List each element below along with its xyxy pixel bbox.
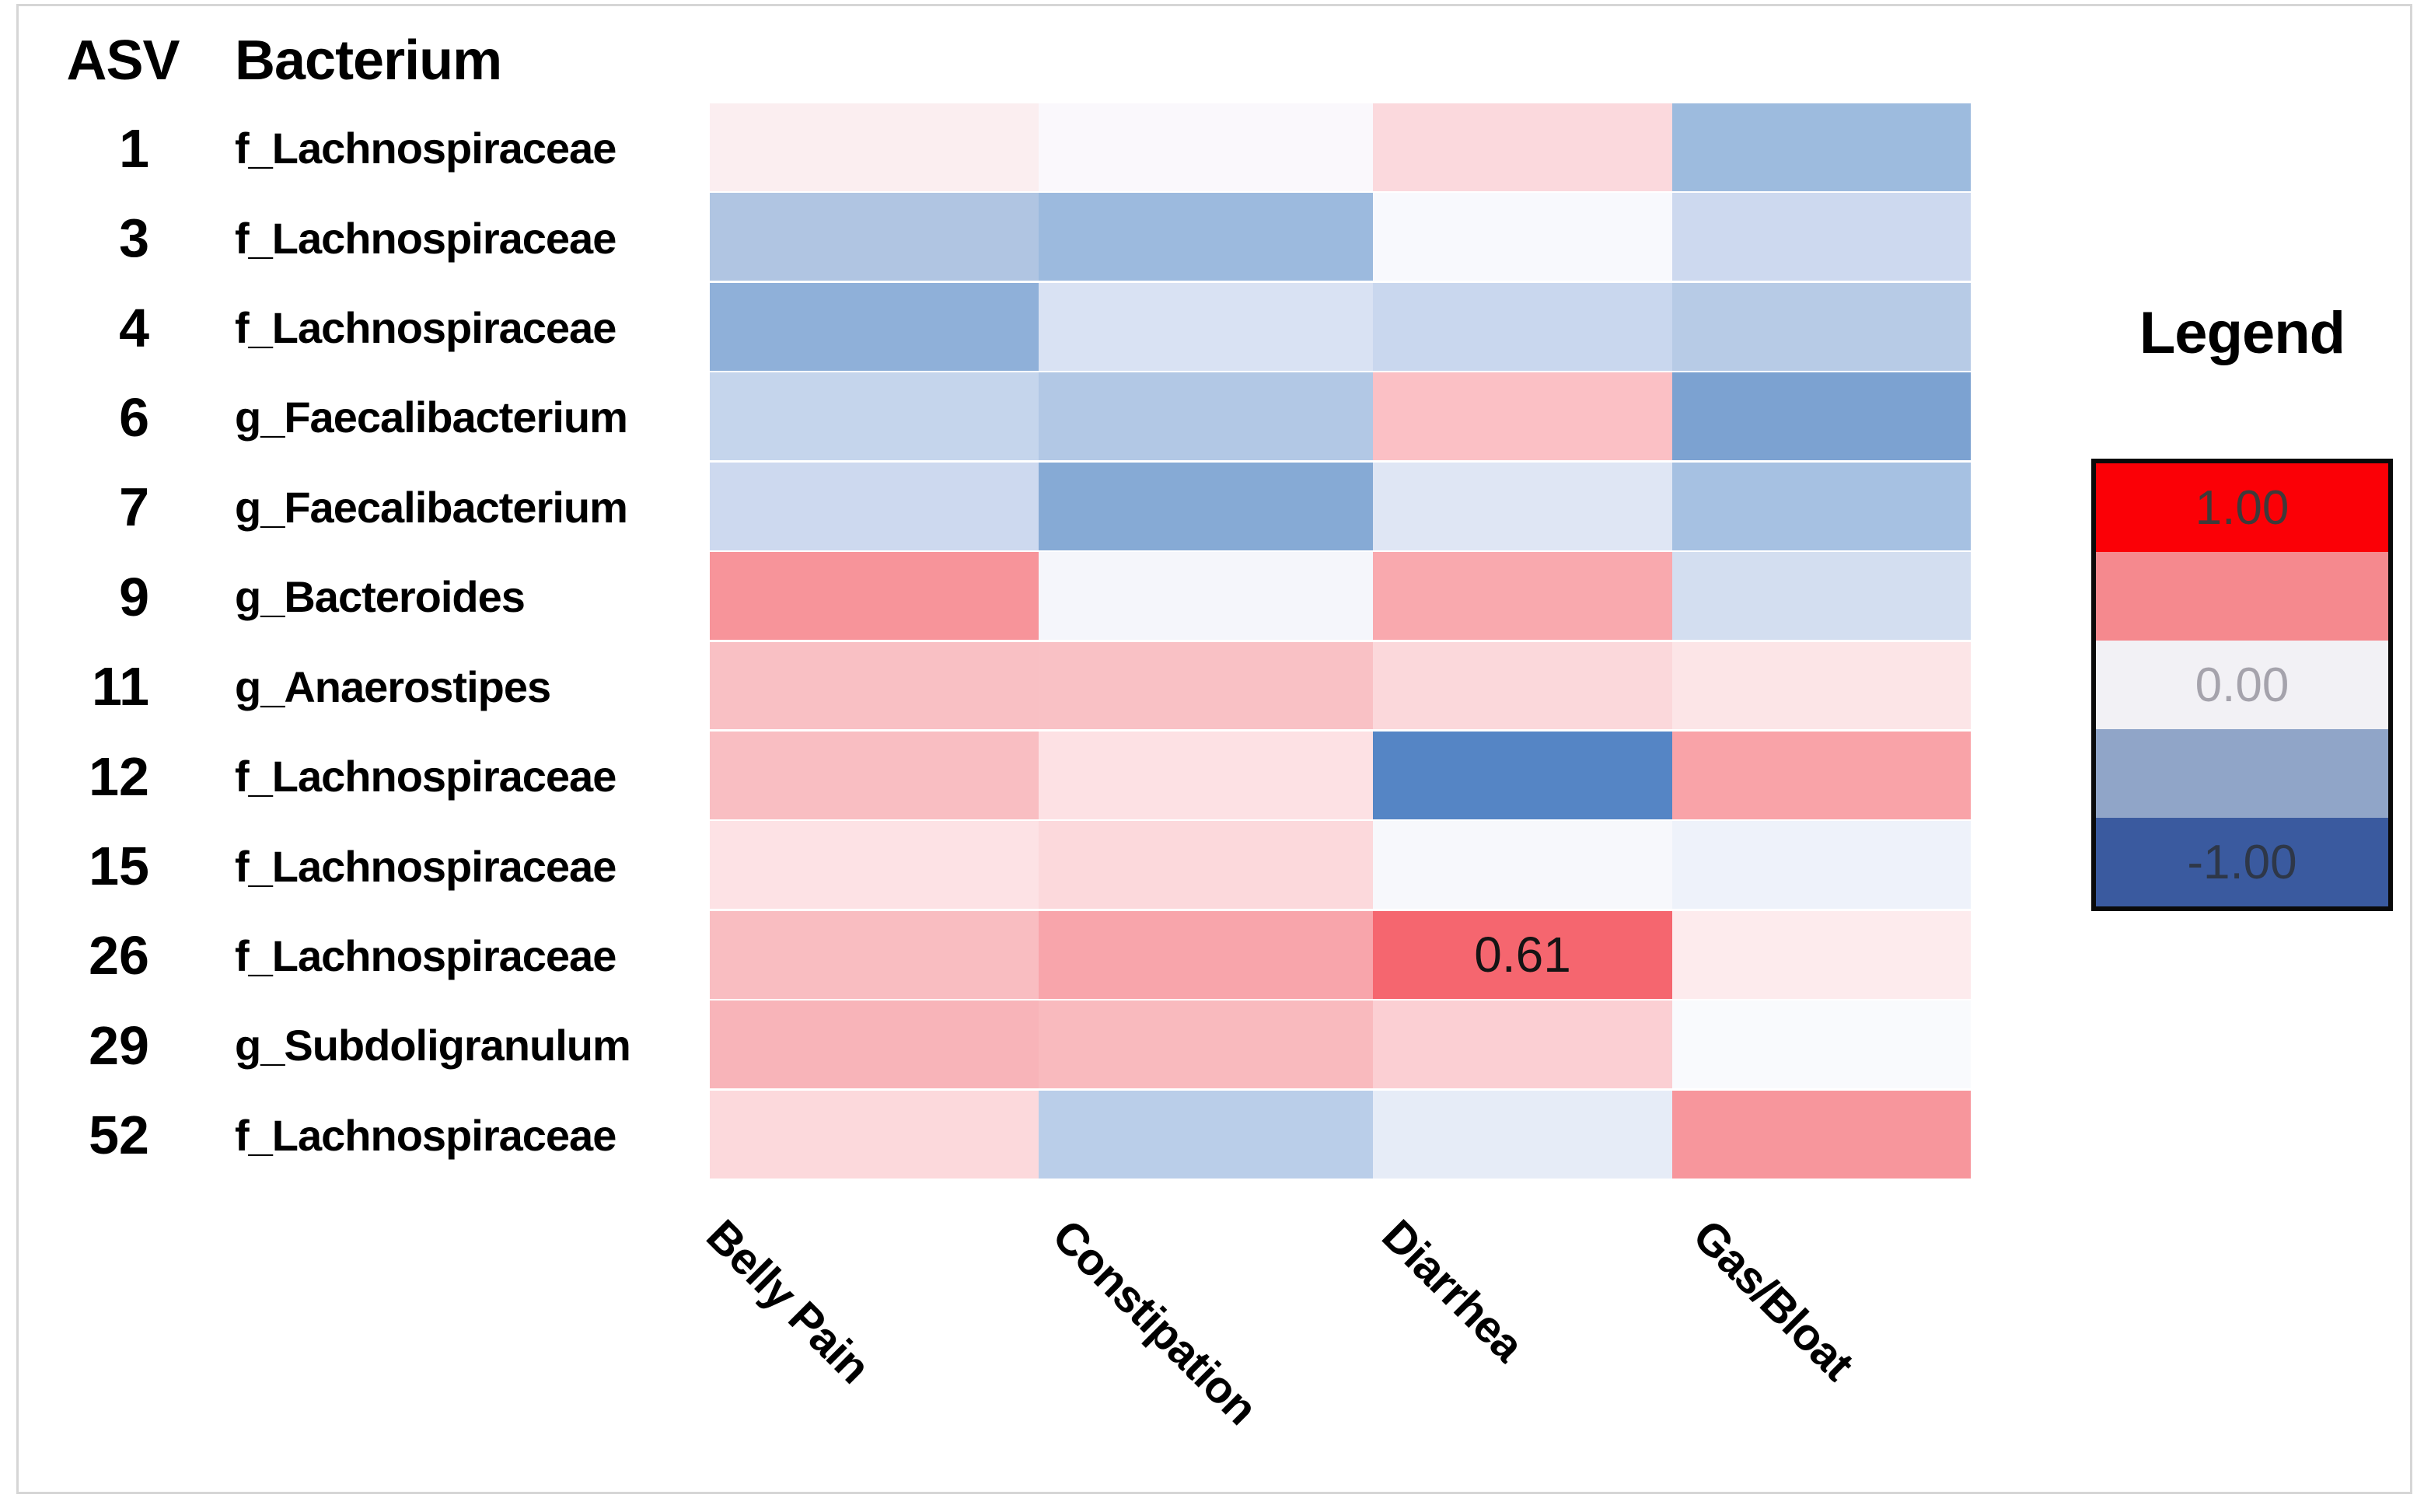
heatmap-cell	[710, 462, 1039, 550]
legend-color-scale: 1.00 0.00 -1.00	[2091, 459, 2393, 911]
legend-band	[2096, 729, 2388, 818]
heatmap-cell	[1672, 641, 1971, 730]
heatmap-cell	[1039, 910, 1373, 999]
heatmap-cell	[710, 1090, 1039, 1179]
row-asv-label: 15	[89, 836, 149, 897]
row-bacterium-label: g_Bacteroides	[235, 572, 526, 622]
heatmap-cell	[1373, 641, 1672, 730]
asv-column-header: ASV	[66, 30, 180, 92]
row-asv-label: 7	[119, 477, 149, 538]
heatmap-cell	[1039, 282, 1373, 371]
row-bacterium-label: g_Faecalibacterium	[235, 482, 628, 532]
heatmap-cell	[1373, 821, 1672, 910]
heatmap-cell	[1373, 193, 1672, 281]
row-bacterium-label: g_Subdoligranulum	[235, 1021, 631, 1070]
heatmap-cell	[710, 103, 1039, 191]
heatmap-cell	[1039, 193, 1373, 281]
heatmap-cell	[1672, 1090, 1971, 1179]
row-bacterium-label: f_Lachnospiraceae	[235, 213, 616, 263]
heatmap-cell	[1672, 282, 1971, 371]
heatmap-cell	[1373, 1090, 1672, 1179]
heatmap-cell	[1039, 821, 1373, 910]
heatmap-cell	[710, 372, 1039, 461]
row-bacterium-label: f_Lachnospiraceae	[235, 752, 616, 801]
heatmap-cell	[1373, 372, 1672, 461]
row-asv-label: 3	[119, 208, 149, 269]
legend-band: 1.00	[2096, 463, 2388, 552]
legend-band-label: 1.00	[2195, 480, 2290, 535]
row-asv-label: 52	[89, 1105, 149, 1166]
heatmap-cell	[710, 910, 1039, 999]
heatmap-cell	[1672, 910, 1971, 999]
heatmap-cell	[710, 282, 1039, 371]
heatmap-cell: 0.61	[1373, 910, 1672, 999]
heatmap-cell	[1672, 462, 1971, 550]
row-asv-label: 29	[89, 1014, 149, 1076]
heatmap-cell	[1373, 103, 1672, 191]
row-asv-label: 6	[119, 386, 149, 448]
heatmap-cell	[1039, 103, 1373, 191]
legend-band-label: 0.00	[2195, 658, 2290, 712]
heatmap-cell	[1039, 1000, 1373, 1089]
heatmap-cell	[1672, 1000, 1971, 1089]
bacterium-column-header: Bacterium	[235, 30, 502, 92]
heatmap-cell	[1039, 462, 1373, 550]
legend-band-label: -1.00	[2187, 835, 2297, 889]
legend-band: -1.00	[2096, 818, 2388, 906]
row-asv-label: 11	[92, 656, 149, 718]
heatmap-cell	[1039, 552, 1373, 640]
heatmap-cell	[1373, 552, 1672, 640]
heatmap-cell	[1672, 193, 1971, 281]
legend-band	[2096, 552, 2388, 641]
heatmap-cell	[1039, 641, 1373, 730]
heatmap-cell	[1672, 103, 1971, 191]
legend-band: 0.00	[2096, 641, 2388, 729]
heatmap-cell	[710, 641, 1039, 730]
heatmap-cell	[710, 731, 1039, 819]
heatmap-cell	[1039, 372, 1373, 461]
row-bacterium-label: f_Lachnospiraceae	[235, 841, 616, 891]
heatmap-cell	[710, 193, 1039, 281]
heatmap-cell	[1373, 731, 1672, 819]
row-asv-label: 12	[89, 746, 149, 807]
row-bacterium-label: g_Faecalibacterium	[235, 393, 628, 442]
row-asv-label: 1	[119, 117, 149, 179]
heatmap-cell	[710, 1000, 1039, 1089]
heatmap-cell	[1672, 552, 1971, 640]
row-asv-label: 9	[119, 566, 149, 627]
heatmap-cell	[1039, 1090, 1373, 1179]
row-bacterium-label: g_Anaerostipes	[235, 662, 551, 711]
row-asv-label: 26	[89, 925, 149, 986]
cell-value-label: 0.61	[1474, 927, 1571, 983]
heatmap-cell	[1373, 1000, 1672, 1089]
heatmap-cell	[1672, 372, 1971, 461]
heatmap-cell	[1672, 731, 1971, 819]
heatmap-cell	[1672, 821, 1971, 910]
heatmap-cell	[1373, 282, 1672, 371]
row-bacterium-label: f_Lachnospiraceae	[235, 1110, 616, 1160]
row-bacterium-label: f_Lachnospiraceae	[235, 124, 616, 173]
row-bacterium-label: f_Lachnospiraceae	[235, 931, 616, 980]
heatmap-cell	[710, 821, 1039, 910]
heatmap-cell	[1373, 462, 1672, 550]
row-asv-label: 4	[119, 297, 149, 358]
row-bacterium-label: f_Lachnospiraceae	[235, 303, 616, 353]
heatmap-cell	[710, 552, 1039, 640]
legend-title: Legend	[2139, 300, 2345, 366]
heatmap-cell	[1039, 731, 1373, 819]
